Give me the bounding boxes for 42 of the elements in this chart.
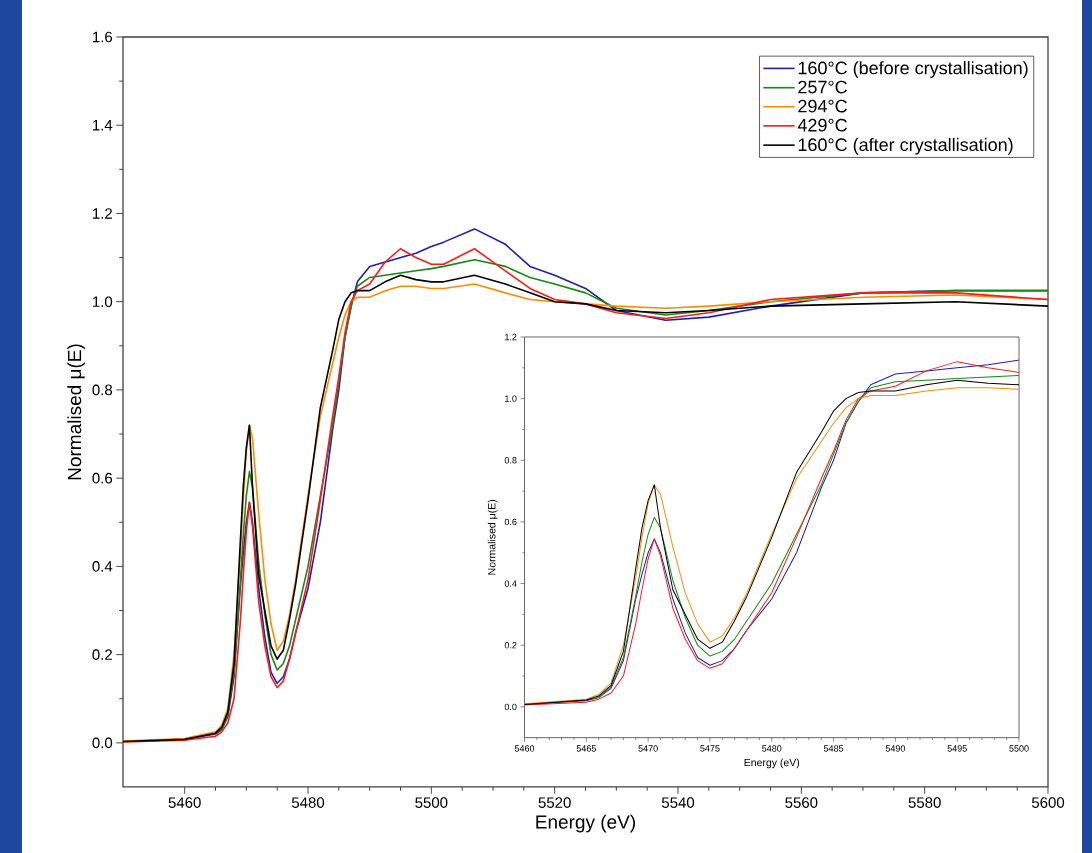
legend-label: 294°C bbox=[798, 99, 847, 113]
y-tick-label: 0.2 bbox=[92, 649, 112, 660]
y-tick-label: 1.2 bbox=[505, 333, 517, 341]
x-tick-label: 5460 bbox=[514, 745, 535, 752]
x-axis-title: Energy (eV) bbox=[536, 814, 635, 833]
x-tick-label: 5485 bbox=[823, 745, 844, 752]
legend-label: 429°C bbox=[797, 118, 847, 132]
y-axis-title: Normalised μ(E) bbox=[487, 499, 498, 575]
x-axis-title: Energy (eV) bbox=[744, 758, 800, 769]
x-tick-label: 5580 bbox=[908, 797, 941, 808]
x-tick-label: 5600 bbox=[1031, 797, 1065, 808]
y-tick-label: 0.8 bbox=[92, 384, 113, 396]
x-tick-label: 5460 bbox=[168, 797, 201, 808]
x-tick-label: 5500 bbox=[415, 797, 448, 808]
y-tick-label: 0.6 bbox=[504, 518, 517, 526]
y-axis-title: Normalised μ(E) bbox=[67, 344, 86, 480]
y-tick-label: 0.0 bbox=[92, 737, 113, 749]
y-tick-label: 0.8 bbox=[504, 457, 517, 464]
y-tick-label: 1.4 bbox=[93, 120, 113, 131]
x-tick-label: 5540 bbox=[661, 797, 695, 808]
y-tick-label: 0.4 bbox=[504, 580, 517, 587]
x-tick-label: 5560 bbox=[785, 797, 818, 808]
x-tick-label: 5500 bbox=[1009, 745, 1029, 752]
y-tick-label: 1.0 bbox=[93, 296, 113, 307]
y-tick-label: 1.6 bbox=[93, 31, 113, 43]
legend-label: 257°C bbox=[798, 80, 847, 94]
legend-label: 160°C (before crystallisation) bbox=[798, 61, 1028, 78]
y-tick-label: 0.6 bbox=[92, 472, 113, 484]
x-tick-label: 5480 bbox=[762, 745, 782, 752]
x-tick-label: 5480 bbox=[291, 797, 325, 808]
x-tick-label: 5465 bbox=[576, 745, 596, 752]
y-tick-label: 1.0 bbox=[505, 395, 517, 402]
y-tick-label: 0.4 bbox=[92, 561, 113, 572]
x-tick-label: 5475 bbox=[700, 745, 720, 752]
x-tick-label: 5490 bbox=[885, 745, 906, 752]
y-tick-label: 1.2 bbox=[93, 208, 112, 219]
x-tick-label: 5495 bbox=[947, 745, 967, 752]
legend-label: 160°C (after crystallisation) bbox=[798, 137, 1013, 155]
y-tick-label: 0.2 bbox=[504, 642, 517, 649]
x-tick-label: 5470 bbox=[638, 745, 658, 752]
x-tick-label: 5520 bbox=[538, 797, 571, 808]
y-tick-label: 0.0 bbox=[504, 703, 517, 711]
